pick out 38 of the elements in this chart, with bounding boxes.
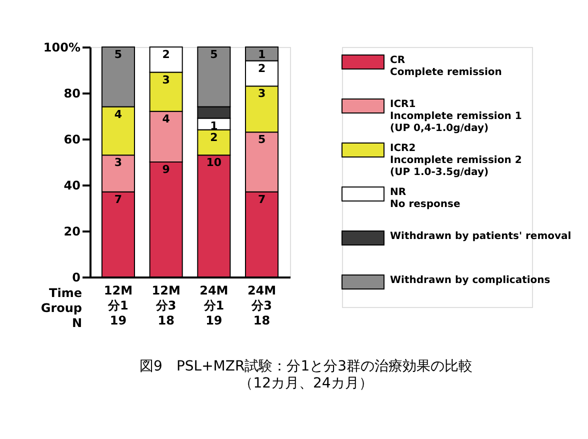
legend-label: NR No response [390, 187, 460, 210]
y-tick-label: 20 [64, 224, 80, 238]
annotation: 5 [258, 133, 266, 146]
y-tick-label: 100% [43, 40, 80, 54]
annotation: 3 [258, 87, 266, 100]
x-tick-label: 12M 分1 19 [104, 284, 133, 328]
annotation: 4 [114, 108, 122, 121]
annotation: 2 [258, 62, 266, 75]
annotation: 7 [114, 192, 122, 206]
y-tick-label: 0 [72, 270, 80, 284]
text: N [72, 316, 82, 330]
legend-label: Withdrawn by patients' removal [390, 231, 572, 242]
legend-label: Withdrawn by complications [390, 275, 550, 286]
legend-label: ICR1 Incomplete remission 1 (UP 0,4-1.0g/day) [390, 99, 522, 134]
legend-label: ICR2 Incomplete remission 2 (UP 1.0-3.5g/day) [390, 143, 522, 178]
annotation: 2 [162, 48, 170, 61]
text: （12カ月、24カ月） [239, 376, 373, 392]
x-tick-label: 24M 分3 18 [247, 284, 276, 328]
annotation: 3 [162, 73, 170, 86]
y-tick-label: 60 [64, 132, 80, 146]
annotation: 9 [162, 163, 170, 176]
annotation: 3 [114, 156, 122, 170]
legend-label: CR Complete remission [390, 55, 502, 78]
x-tick-label: 24M 分1 19 [200, 284, 228, 328]
annotation: 10 [206, 156, 222, 170]
annotation: 5 [210, 48, 218, 61]
text: Group [40, 301, 82, 315]
text: Time [49, 286, 82, 300]
annotation: 4 [162, 112, 170, 126]
y-tick-label: 40 [64, 178, 80, 192]
y-tick-label: 80 [64, 86, 80, 100]
annotation: 1 [210, 119, 218, 132]
text: 図9 PSL+MZR試験：分1と分3群の治療効果の比較 [140, 358, 473, 374]
annotation: 2 [210, 130, 218, 144]
x-tick-label: 12M 分3 18 [152, 284, 180, 328]
annotation: 7 [258, 192, 266, 206]
annotation: 5 [114, 48, 122, 61]
annotation: 1 [258, 48, 266, 61]
